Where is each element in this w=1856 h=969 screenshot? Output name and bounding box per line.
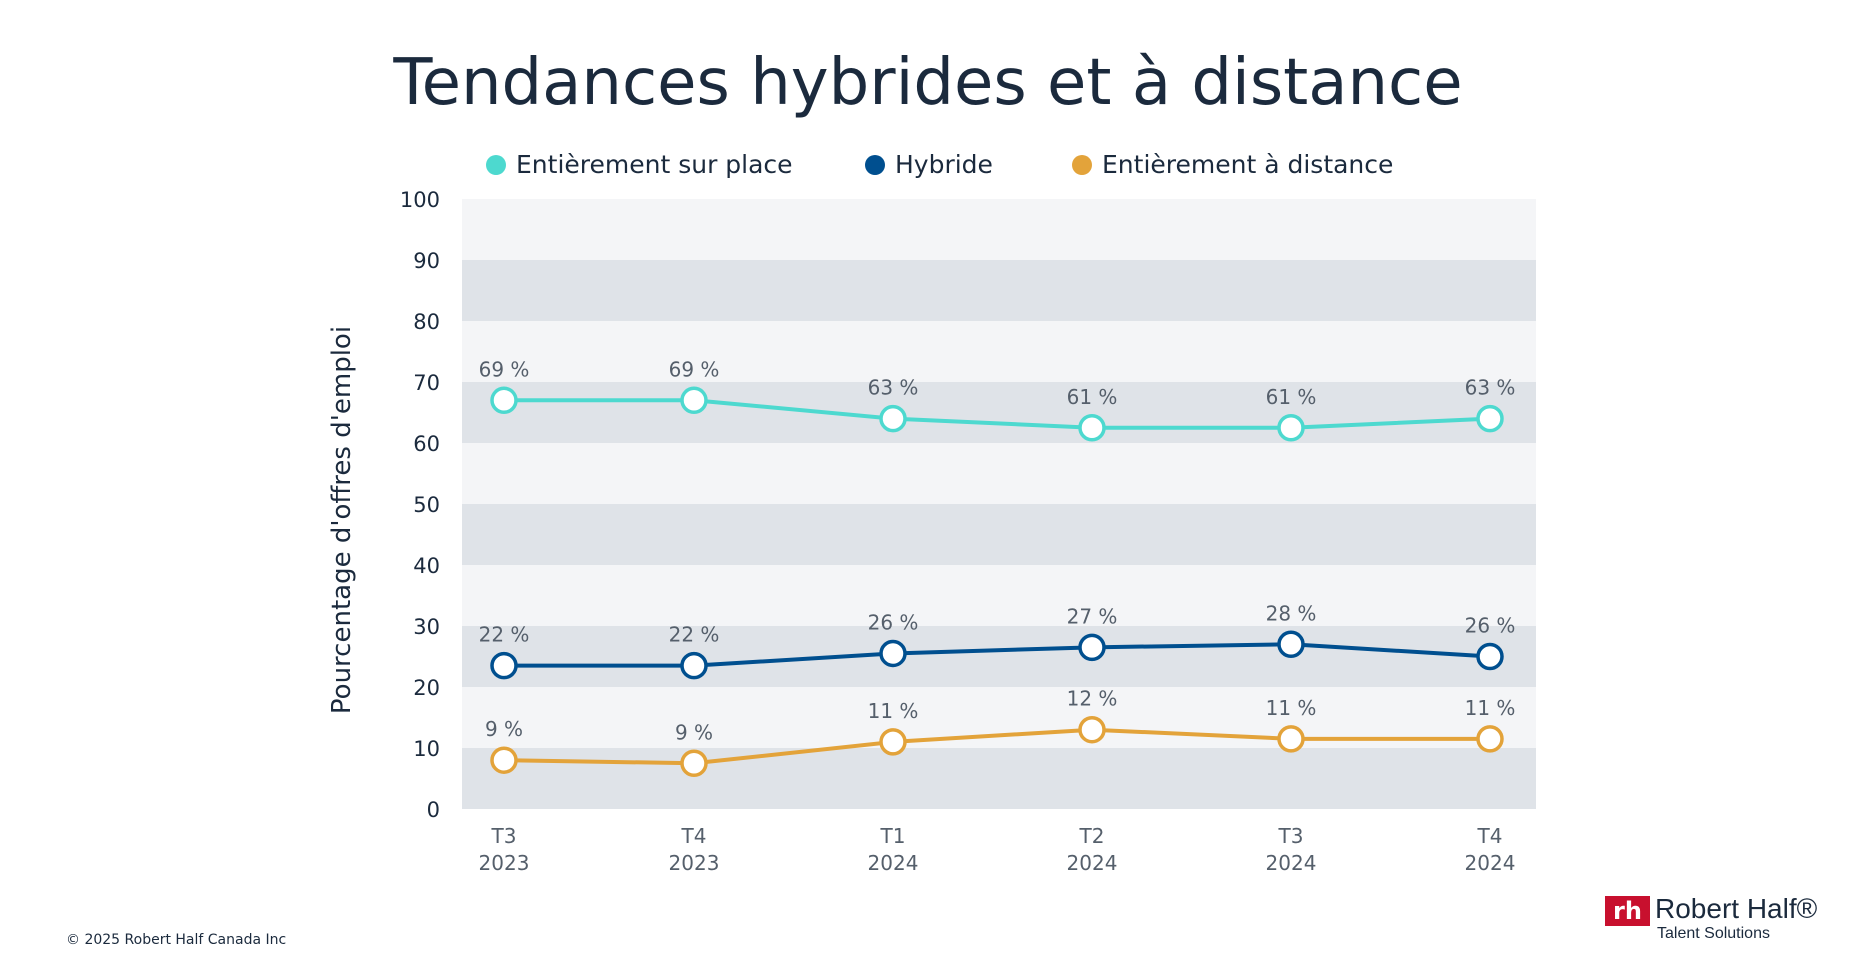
- data-point: [680, 386, 708, 415]
- data-point: [1476, 725, 1504, 753]
- legend-swatch: [486, 155, 506, 175]
- legend-swatch: [865, 155, 885, 175]
- data-label: 9 %: [675, 720, 713, 744]
- x-tick-label: T1 2024: [868, 824, 919, 875]
- legend-swatch: [1072, 155, 1092, 175]
- data-point: [1277, 725, 1305, 753]
- y-tick-label: 20: [413, 676, 440, 700]
- logo-tagline: Talent Solutions: [1657, 925, 1770, 942]
- data-label: 63 %: [1465, 376, 1516, 400]
- grid-band: [462, 443, 1536, 504]
- y-tick-label: 50: [413, 493, 440, 517]
- data-label: 28 %: [1266, 601, 1317, 625]
- y-axis-label: Pourcentage d'offres d'emploi: [327, 326, 357, 714]
- data-point: [1277, 630, 1305, 659]
- data-label: 63 %: [868, 376, 919, 400]
- logo-name: Robert Half®: [1655, 893, 1818, 924]
- data-label: 61 %: [1067, 385, 1118, 409]
- data-label: 11 %: [1465, 696, 1516, 720]
- data-point: [879, 639, 907, 668]
- data-label: 69 %: [669, 357, 720, 381]
- grid-band: [462, 260, 1536, 321]
- x-tick-label: T3 2023: [479, 824, 530, 875]
- legend-label: Entièrement à distance: [1102, 150, 1393, 179]
- y-tick-label: 40: [413, 554, 440, 578]
- grid-band: [462, 199, 1536, 260]
- copyright-text: © 2025 Robert Half Canada Inc: [66, 932, 287, 948]
- grid-band: [462, 626, 1536, 687]
- data-label: 12 %: [1067, 687, 1118, 711]
- series-line: [504, 398, 1491, 430]
- legend-label: Entièrement sur place: [516, 150, 793, 179]
- data-point: [680, 651, 708, 680]
- data-point: [680, 749, 708, 777]
- data-label: 26 %: [1465, 614, 1516, 638]
- x-tick-label: T4 2023: [669, 824, 720, 875]
- data-point: [490, 386, 518, 415]
- data-point: [1078, 633, 1106, 662]
- data-label: 22 %: [669, 623, 720, 647]
- grid-band: [462, 748, 1536, 809]
- y-tick-label: 60: [413, 432, 440, 456]
- legend-label: Hybride: [895, 150, 993, 179]
- data-label: 26 %: [868, 610, 919, 634]
- grid-band: [462, 382, 1536, 443]
- grid-band: [462, 321, 1536, 382]
- data-label: 9 %: [485, 717, 523, 741]
- data-point: [1476, 404, 1504, 433]
- data-point: [879, 728, 907, 756]
- data-point: [1476, 642, 1504, 671]
- x-tick-label: T2 2024: [1067, 824, 1118, 875]
- data-label: 27 %: [1067, 604, 1118, 628]
- data-label: 11 %: [1266, 696, 1317, 720]
- y-tick-label: 80: [413, 310, 440, 334]
- x-tick-label: T3 2024: [1266, 824, 1317, 875]
- y-tick-label: 30: [413, 615, 440, 639]
- series-line: [504, 642, 1491, 668]
- grid-band: [462, 565, 1536, 626]
- robert-half-logo: rh Robert Half® Talent Solutions: [1605, 893, 1825, 950]
- data-label: 22 %: [479, 623, 530, 647]
- y-tick-label: 70: [413, 371, 440, 395]
- data-point: [490, 651, 518, 680]
- data-point: [1078, 715, 1106, 744]
- x-tick-label: T4 2024: [1465, 824, 1516, 875]
- chart-title: Tendances hybrides et à distance: [393, 46, 1463, 120]
- data-point: [1078, 414, 1106, 442]
- data-point: [490, 746, 518, 774]
- data-point: [879, 404, 907, 433]
- y-tick-label: 100: [400, 188, 440, 212]
- data-label: 69 %: [479, 357, 530, 381]
- grid-band: [462, 504, 1536, 565]
- y-tick-label: 10: [413, 737, 440, 761]
- data-point: [1277, 414, 1305, 442]
- data-label: 61 %: [1266, 385, 1317, 409]
- y-tick-label: 0: [427, 798, 440, 822]
- y-tick-label: 90: [413, 249, 440, 273]
- logo-mark: rh: [1605, 896, 1650, 926]
- series-line: [503, 727, 1490, 766]
- data-label: 11 %: [868, 699, 919, 723]
